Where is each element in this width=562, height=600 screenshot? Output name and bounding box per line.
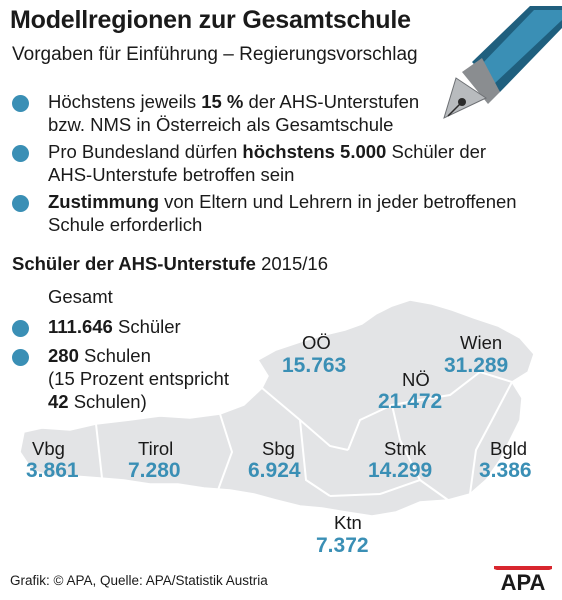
region-name-ktn: Ktn: [334, 512, 362, 533]
region-value-tirol: 7.280: [128, 459, 181, 482]
region-value-noe: 21.472: [378, 390, 443, 413]
region-name-stmk: Stmk: [384, 438, 427, 459]
region-name-wien: Wien: [460, 332, 503, 353]
page-title: Modellregionen zur Gesamtschule: [10, 6, 411, 34]
svg-text:APA: APA: [501, 570, 546, 592]
region-name-sbg: Sbg: [262, 438, 295, 459]
region-name-bgld: Bgld: [490, 438, 528, 459]
rule-2-text: Pro Bundesland dürfen höchstens 5.000 Sc…: [48, 141, 487, 185]
region-name-tirol: Tirol: [138, 438, 174, 459]
rule-3-text: Zustimmung von Eltern und Lehrern in jed…: [48, 191, 517, 235]
bullet-icon: [12, 195, 29, 212]
bullet-icon: [12, 145, 29, 162]
students-total: 111.646 Schüler: [48, 316, 181, 337]
region-value-ktn: 7.372: [316, 534, 369, 557]
source-credit: Grafik: © APA, Quelle: APA/Statistik Aus…: [10, 573, 268, 588]
bullet-icon: [12, 320, 29, 337]
bullet-icon: [12, 349, 29, 366]
region-value-wien: 31.289: [444, 354, 509, 377]
region-name-vbg: Vbg: [32, 438, 65, 459]
region-name-ooe: OÖ: [302, 332, 331, 353]
region-value-stmk: 14.299: [368, 459, 433, 482]
stats-heading: Schüler der AHS-Unterstufe 2015/16: [12, 253, 328, 274]
apa-logo: APA: [494, 566, 552, 592]
total-label: Gesamt: [48, 286, 113, 307]
region-value-bgld: 3.386: [479, 459, 532, 482]
region-value-ooe: 15.763: [282, 354, 347, 377]
region-value-sbg: 6.924: [248, 459, 301, 482]
region-value-vbg: 3.861: [26, 459, 79, 482]
page-subtitle: Vorgaben für Einführung – Regierungsvors…: [12, 44, 418, 65]
bullet-icon: [12, 95, 29, 112]
rule-1-text: Höchstens jeweils 15 % der AHS-Unterstuf…: [48, 91, 420, 135]
region-name-noe: NÖ: [402, 369, 430, 390]
schools-total: 280 Schulen (15 Prozent entspricht 42 Sc…: [48, 345, 229, 412]
